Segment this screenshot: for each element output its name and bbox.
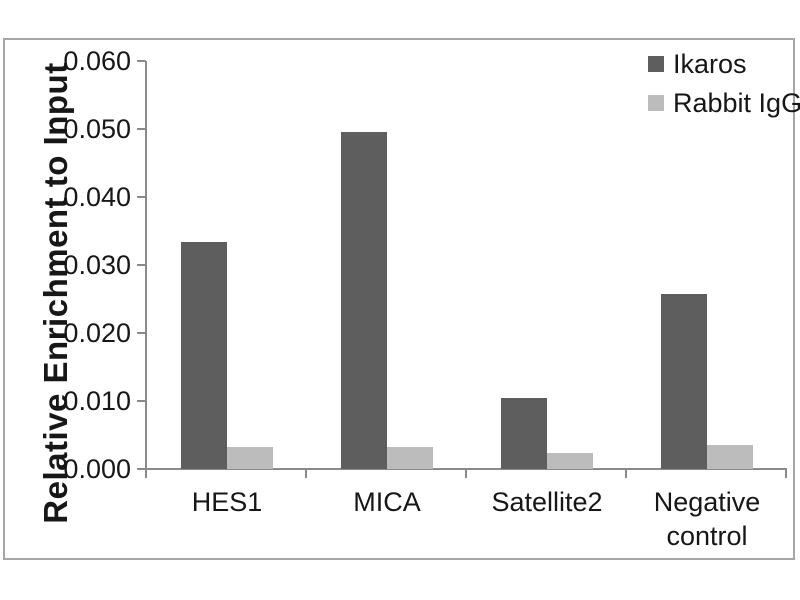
y-tick bbox=[137, 468, 146, 470]
y-tick-label: 0.060 bbox=[63, 46, 131, 76]
bar-ikaros-satellite2 bbox=[501, 398, 547, 469]
bar-ikaros-mica bbox=[341, 132, 387, 469]
y-tick bbox=[137, 60, 146, 62]
bar-rabbit-igg-negative-control bbox=[707, 445, 753, 469]
y-tick-label: 0.010 bbox=[63, 386, 131, 416]
y-tick-label: 0.000 bbox=[63, 454, 131, 484]
legend-swatch-rabbit-igg bbox=[648, 95, 664, 111]
y-tick-label: 0.030 bbox=[63, 250, 131, 280]
x-label-mica: MICA bbox=[353, 487, 421, 517]
x-tick bbox=[145, 469, 147, 478]
x-tick bbox=[305, 469, 307, 478]
y-tick bbox=[137, 128, 146, 130]
bar-rabbit-igg-satellite2 bbox=[547, 453, 593, 469]
y-axis-line bbox=[145, 61, 147, 469]
legend-item-ikaros: Ikaros bbox=[648, 48, 800, 79]
x-label-satellite2: Satellite2 bbox=[491, 487, 603, 517]
y-tick bbox=[137, 332, 146, 334]
bar-rabbit-igg-mica bbox=[387, 447, 433, 469]
y-tick bbox=[137, 264, 146, 266]
legend: Ikaros Rabbit IgG bbox=[648, 48, 800, 128]
x-tick bbox=[625, 469, 627, 478]
x-label-hes1: HES1 bbox=[191, 487, 263, 517]
x-tick bbox=[465, 469, 467, 478]
y-tick-label: 0.020 bbox=[63, 318, 131, 348]
bar-ikaros-negative-control bbox=[661, 294, 707, 469]
x-tick bbox=[785, 469, 787, 478]
legend-swatch-ikaros bbox=[648, 56, 664, 72]
y-tick bbox=[137, 196, 146, 198]
legend-label-ikaros: Ikaros bbox=[673, 48, 747, 79]
x-label-negative-control: Negative control bbox=[653, 487, 761, 551]
bar-rabbit-igg-hes1 bbox=[227, 447, 273, 469]
y-tick bbox=[137, 400, 146, 402]
figure-border bbox=[3, 38, 795, 560]
y-tick-label: 0.040 bbox=[63, 182, 131, 212]
legend-item-rabbit-igg: Rabbit IgG bbox=[648, 87, 800, 118]
bar-ikaros-hes1 bbox=[181, 242, 227, 469]
y-tick-label: 0.050 bbox=[63, 114, 131, 144]
legend-label-rabbit-igg: Rabbit IgG bbox=[673, 87, 800, 118]
